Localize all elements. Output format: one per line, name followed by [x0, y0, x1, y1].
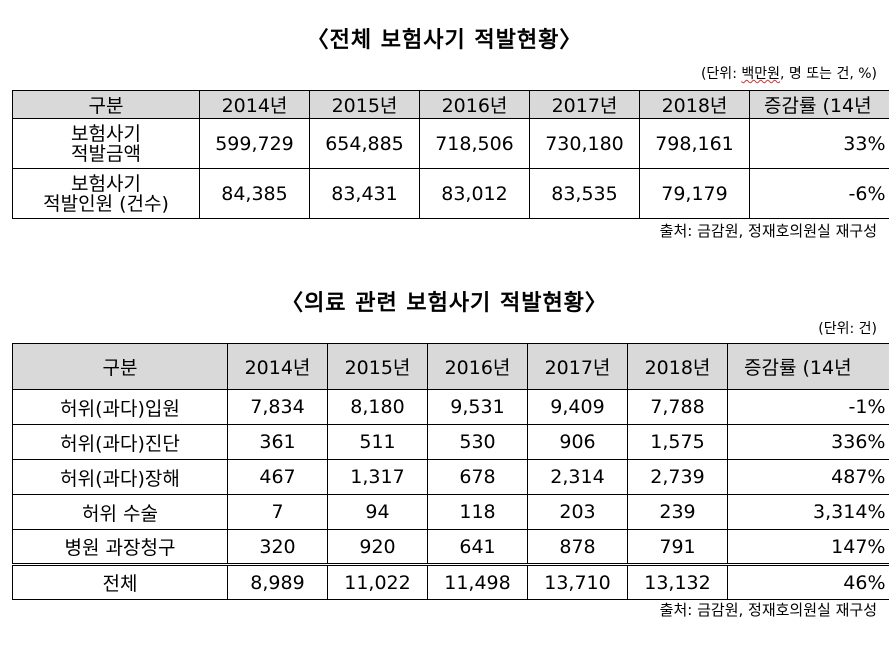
table1-header: 2018년: [639, 90, 750, 119]
cell: 7: [227, 494, 328, 530]
table2-header: 2017년: [527, 343, 628, 390]
cell: 79,179: [639, 168, 750, 219]
cell: 920: [327, 529, 428, 565]
cell: 2,314: [527, 459, 628, 495]
cell: 83,012: [419, 168, 530, 219]
table2-header: 구분: [12, 343, 228, 390]
change-cell: 3,314%: [727, 494, 889, 530]
cell: 239: [627, 494, 728, 530]
cell: 361: [227, 424, 328, 460]
table1-title: 〈전체 보험사기 적발현황〉: [306, 28, 583, 53]
table1-source: 출처: 금감원, 정재호의원실 재구성: [659, 222, 877, 240]
table-row: 보험사기 적발인원 (건수) 84,385 83,431 83,012 83,5…: [12, 168, 889, 219]
row-label-line1: 보험사기: [71, 172, 141, 195]
table-row: 보험사기 적발금액 599,729 654,885 718,506 730,18…: [12, 118, 889, 169]
table-row: 허위(과다)진단 361 511 530 906 1,575 336%: [12, 424, 889, 460]
table2-source: 출처: 금감원, 정재호의원실 재구성: [659, 601, 877, 619]
table-row: 허위(과다)장해 467 1,317 678 2,314 2,739 487%: [12, 459, 889, 495]
cell: 678: [427, 459, 528, 495]
cell: 11,022: [327, 563, 428, 600]
cell: 906: [527, 424, 628, 460]
cell: 791: [627, 529, 728, 565]
cell: 11,498: [427, 563, 528, 600]
table1-header-row: 구분 2014년 2015년 2016년 2017년 2018년 증감률 (14…: [12, 90, 889, 119]
table1-header: 증감률 (14년: [749, 90, 889, 119]
cell: 13,710: [527, 563, 628, 600]
cell: 13,132: [627, 563, 728, 600]
total-row: 전체 8,989 11,022 11,498 13,710 13,132 46%: [12, 563, 889, 600]
table1-unit-suffix: , 명 또는 건, %): [780, 66, 877, 82]
row-label: 허위(과다)입원: [12, 389, 228, 425]
change-cell: 147%: [727, 529, 889, 565]
row-label: 허위 수술: [12, 494, 228, 530]
cell: 8,180: [327, 389, 428, 425]
row-label: 전체: [12, 563, 228, 600]
table1-header: 2015년: [309, 90, 420, 119]
cell: 654,885: [309, 118, 420, 169]
cell: 878: [527, 529, 628, 565]
cell: 9,409: [527, 389, 628, 425]
change-cell: 487%: [727, 459, 889, 495]
cell: 83,535: [529, 168, 640, 219]
table1-header: 2014년: [199, 90, 310, 119]
cell: 2,739: [627, 459, 728, 495]
table-row: 허위 수술 7 94 118 203 239 3,314%: [12, 494, 889, 530]
row-label-line2: 적발금액: [71, 142, 141, 165]
cell: 83,431: [309, 168, 420, 219]
row-label: 병원 과장청구: [12, 529, 228, 565]
cell: 641: [427, 529, 528, 565]
table1: 구분 2014년 2015년 2016년 2017년 2018년 증감률 (14…: [12, 90, 889, 219]
row-label-line1: 보험사기: [71, 122, 141, 145]
cell: 94: [327, 494, 428, 530]
table2-header: 2015년: [327, 343, 428, 390]
table1-header: 2017년: [529, 90, 640, 119]
row-label: 보험사기 적발금액: [12, 118, 200, 169]
table1-unit-prefix: (단위:: [700, 66, 742, 82]
table1-unit-squig: 백만원: [741, 66, 780, 82]
change-cell: -1%: [727, 389, 889, 425]
cell: 467: [227, 459, 328, 495]
row-label: 허위(과다)장해: [12, 459, 228, 495]
table-row: 허위(과다)입원 7,834 8,180 9,531 9,409 7,788 -…: [12, 389, 889, 425]
table2: 구분 2014년 2015년 2016년 2017년 2018년 증감률 (14…: [12, 343, 889, 600]
cell: 7,788: [627, 389, 728, 425]
cell: 9,531: [427, 389, 528, 425]
table-row: 병원 과장청구 320 920 641 878 791 147%: [12, 529, 889, 565]
cell: 84,385: [199, 168, 310, 219]
cell: 7,834: [227, 389, 328, 425]
table1-header: 구분: [12, 90, 200, 119]
table2-header: 2016년: [427, 343, 528, 390]
table2-header-row: 구분 2014년 2015년 2016년 2017년 2018년 증감률 (14…: [12, 343, 889, 390]
cell: 599,729: [199, 118, 310, 169]
cell: 718,506: [419, 118, 530, 169]
cell: 320: [227, 529, 328, 565]
cell: 118: [427, 494, 528, 530]
cell: 530: [427, 424, 528, 460]
row-label: 허위(과다)진단: [12, 424, 228, 460]
row-label: 보험사기 적발인원 (건수): [12, 168, 200, 219]
table2-header: 2018년: [627, 343, 728, 390]
cell: 203: [527, 494, 628, 530]
change-cell: -6%: [749, 168, 889, 219]
change-cell: 46%: [727, 563, 889, 600]
cell: 1,317: [327, 459, 428, 495]
table2-header: 증감률 (14년: [727, 343, 889, 390]
table1-header: 2016년: [419, 90, 530, 119]
table1-unit: (단위: 백만원, 명 또는 건, %): [701, 63, 877, 83]
row-label-line2: 적발인원 (건수): [43, 192, 169, 215]
change-cell: 33%: [749, 118, 889, 169]
change-cell: 336%: [727, 424, 889, 460]
cell: 511: [327, 424, 428, 460]
cell: 798,161: [639, 118, 750, 169]
cell: 1,575: [627, 424, 728, 460]
table2-unit: (단위: 건): [818, 321, 877, 337]
cell: 8,989: [227, 563, 328, 600]
table2-title: 〈의료 관련 보험사기 적발현황〉: [281, 291, 608, 316]
table2-header: 2014년: [227, 343, 328, 390]
cell: 730,180: [529, 118, 640, 169]
